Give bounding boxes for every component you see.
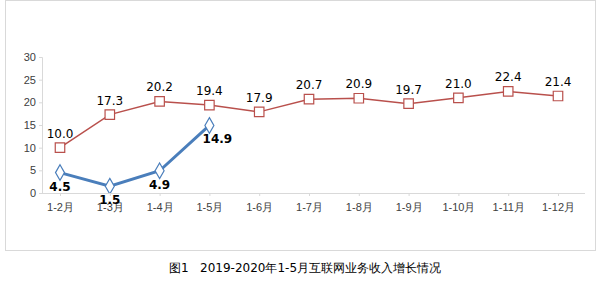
chart: 0 5 10 15 20 25 30 1-2月 1-3月 1-4月 1-5月 1-6月 1-7月 1-8月… bbox=[0, 0, 610, 283]
data-label: 10.0 bbox=[47, 127, 74, 141]
data-label: 4.9 bbox=[149, 178, 170, 192]
data-label: 22.4 bbox=[495, 70, 522, 84]
chart-title: 图1 2019-2020年1-5月互联网业务收入增长情况 bbox=[169, 261, 441, 275]
x-tick: 1-2月 bbox=[47, 193, 74, 213]
x-tick-mark bbox=[309, 193, 310, 196]
x-tick-label: 1-12月 bbox=[542, 201, 575, 213]
y-tick-label: 5 bbox=[30, 164, 36, 176]
x-tick: 1-10月 bbox=[442, 193, 475, 213]
y-tick: 20 bbox=[24, 96, 42, 108]
y-tick-label: 0 bbox=[30, 187, 36, 199]
x-tick-label: 1-5月 bbox=[196, 201, 223, 213]
y-tick: 5 bbox=[30, 164, 42, 176]
series-marker bbox=[105, 110, 114, 119]
series-line bbox=[60, 125, 209, 186]
series-marker bbox=[205, 118, 214, 134]
series-marker bbox=[454, 93, 463, 102]
x-tick: 1-9月 bbox=[396, 193, 423, 213]
x-tick-mark bbox=[160, 193, 161, 196]
y-tick: 25 bbox=[24, 74, 42, 86]
series-marker bbox=[503, 87, 512, 96]
y-tick-label: 20 bbox=[24, 96, 36, 108]
x-tick-mark bbox=[558, 193, 559, 196]
y-tick: 30 bbox=[24, 51, 42, 63]
series-marker bbox=[155, 97, 164, 106]
x-tick-label: 1-4月 bbox=[147, 201, 174, 213]
x-tick-label: 1-11月 bbox=[493, 201, 525, 213]
y-tick-label: 15 bbox=[24, 119, 36, 131]
y-tick-mark bbox=[39, 80, 42, 81]
data-labels: 10.0 17.3 20.2 19.4 17.9 20.7 20.9 19.7 21.0 22.4… bbox=[47, 70, 572, 207]
x-tick-label: 1-6月 bbox=[246, 201, 273, 213]
y-axis: 0 5 10 15 20 25 30 bbox=[24, 51, 43, 199]
series-marker bbox=[553, 91, 562, 100]
x-tick: 1-7月 bbox=[296, 193, 323, 213]
x-axis: 1-2月 1-3月 1-4月 1-5月 1-6月 1-7月 1-8月 1-9月 1-10月 1-1… bbox=[42, 193, 585, 213]
y-tick-mark bbox=[39, 102, 42, 103]
series-marker bbox=[155, 163, 164, 179]
series-marker bbox=[254, 107, 263, 116]
x-tick: 1-3月 bbox=[97, 193, 124, 213]
y-tick-label: 10 bbox=[24, 142, 36, 154]
x-tick: 1-6月 bbox=[246, 193, 273, 213]
x-tick-mark bbox=[259, 193, 260, 196]
series-marker bbox=[105, 178, 114, 193]
y-tick-mark bbox=[39, 193, 42, 194]
data-label: 20.7 bbox=[296, 78, 323, 92]
x-tick: 1-12月 bbox=[542, 193, 575, 213]
x-tick: 1-11月 bbox=[493, 193, 525, 213]
data-label: 19.4 bbox=[196, 84, 223, 98]
data-label: 17.3 bbox=[96, 94, 123, 108]
x-tick-label: 1-8月 bbox=[346, 201, 373, 213]
x-tick-label: 1-9月 bbox=[396, 201, 423, 213]
data-label: 14.9 bbox=[203, 132, 233, 146]
x-tick-mark bbox=[508, 193, 509, 196]
data-label: 17.9 bbox=[246, 91, 273, 105]
data-label: 19.7 bbox=[395, 83, 422, 97]
data-label: 20.2 bbox=[146, 80, 173, 94]
chart-frame bbox=[6, 1, 596, 251]
x-tick-label: 1-7月 bbox=[296, 201, 323, 213]
y-tick: 0 bbox=[30, 187, 42, 199]
x-tick-mark bbox=[359, 193, 360, 196]
data-label: 1.5 bbox=[99, 193, 120, 207]
data-label: 21.4 bbox=[545, 75, 572, 89]
data-label: 21.0 bbox=[445, 77, 472, 91]
x-tick-label: 1-10月 bbox=[442, 201, 475, 213]
series-line bbox=[60, 91, 558, 147]
x-tick-label: 1-2月 bbox=[47, 201, 74, 213]
y-tick-mark bbox=[39, 170, 42, 171]
x-tick-mark bbox=[409, 193, 410, 196]
data-label: 20.9 bbox=[345, 77, 372, 91]
series-marker bbox=[304, 94, 313, 103]
x-tick: 1-4月 bbox=[147, 193, 174, 213]
x-tick-mark bbox=[209, 193, 210, 196]
x-tick: 1-8月 bbox=[346, 193, 373, 213]
y-tick: 15 bbox=[24, 119, 42, 131]
series-marker bbox=[56, 165, 65, 181]
y-tick-mark bbox=[39, 57, 42, 58]
x-tick: 1-5月 bbox=[196, 193, 223, 213]
y-tick: 10 bbox=[24, 142, 42, 154]
y-tick-mark bbox=[39, 125, 42, 126]
series-marker bbox=[205, 100, 214, 109]
x-tick-mark bbox=[458, 193, 459, 196]
y-tick-label: 30 bbox=[24, 51, 36, 63]
x-axis-line bbox=[42, 193, 585, 194]
series-marker bbox=[404, 99, 413, 108]
plot-area bbox=[55, 87, 562, 193]
y-tick-mark bbox=[39, 148, 42, 149]
series-marker bbox=[55, 143, 64, 152]
y-axis-line bbox=[39, 58, 43, 194]
data-label: 4.5 bbox=[49, 180, 70, 194]
y-tick-label: 25 bbox=[24, 74, 36, 86]
series-marker bbox=[354, 94, 363, 103]
